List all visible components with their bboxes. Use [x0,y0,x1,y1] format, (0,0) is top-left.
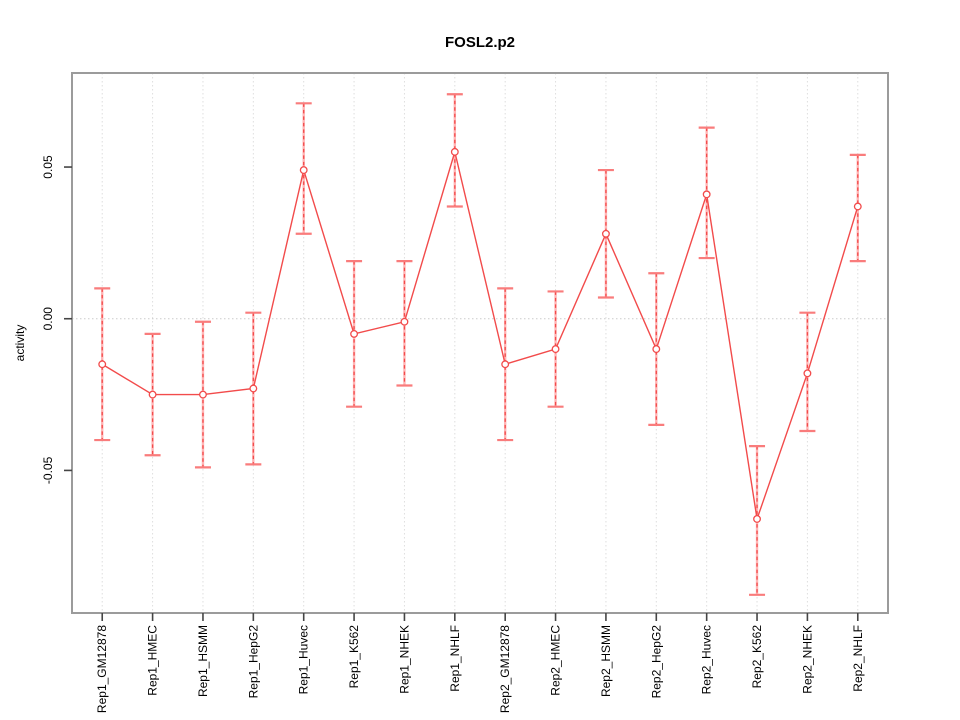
data-point [551,345,560,354]
y-axis: -0.05 0.00 0.05 [41,155,72,484]
data-point [299,166,308,175]
x-tick-label: Rep2_GM12878 [498,625,512,713]
data-point [702,190,711,199]
data-line [101,149,859,520]
x-tick-label: Rep2_HSMM [599,625,613,697]
x-tick-label: Rep1_GM12878 [95,625,109,713]
y-tick-label: 0.00 [41,307,55,331]
data-point [450,147,459,156]
error-bars [94,93,866,596]
y-tick-label: 0.05 [41,155,55,179]
x-tick-label: Rep1_HSMM [196,625,210,697]
x-tick-label: Rep2_Huvec [700,625,714,694]
x-tick-label: Rep2_NHLF [851,625,865,692]
data-points [98,147,862,523]
x-tick-label: Rep1_HMEC [146,625,160,696]
x-tick-label: Rep1_NHLF [448,625,462,692]
x-axis: Rep1_GM12878 Rep1_HMEC Rep1_HSMM Rep1_HepG2… [95,613,865,713]
data-point [249,384,258,393]
x-tick-label: Rep1_HepG2 [246,625,260,699]
x-tick-label: Rep1_NHEK [397,625,411,694]
x-tick-label: Rep2_K562 [750,625,764,689]
data-point [98,360,107,369]
gridlines [101,73,859,613]
chart-title: FOSL2.p2 [445,34,515,51]
plot-border [71,72,889,614]
x-tick-label: Rep2_HepG2 [649,625,663,699]
data-point [803,369,812,378]
data-point [199,390,207,399]
y-tick-label: -0.05 [41,456,55,484]
data-point [501,360,510,369]
x-tick-label: Rep2_HMEC [549,625,563,696]
y-axis-title: activity [13,325,27,362]
data-point [350,329,359,338]
x-tick-label: Rep1_K562 [347,625,361,689]
data-point [148,390,157,399]
x-tick-label: Rep1_Huvec [297,625,311,694]
data-point [652,345,661,354]
data-point [400,317,409,326]
data-point [601,229,610,238]
x-tick-label: Rep2_NHEK [800,625,814,694]
data-point [753,515,761,523]
data-point [853,202,862,211]
